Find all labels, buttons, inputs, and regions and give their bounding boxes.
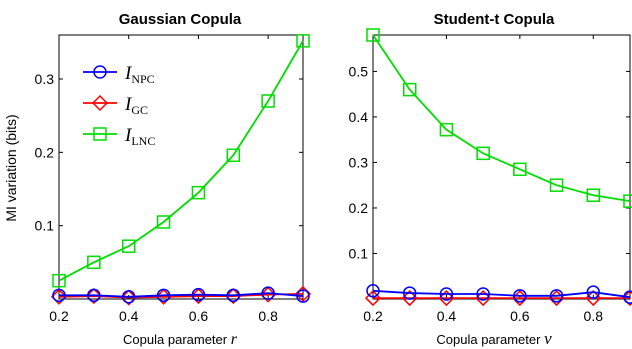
data-point-gc <box>364 290 382 307</box>
y-axis-label: MI variation (bits) <box>3 114 19 221</box>
x-axis-label: Copula parameter r <box>123 331 238 348</box>
data-point-lnc <box>476 146 490 161</box>
y-tick-label: 0.4 <box>349 109 369 125</box>
data-point-gc <box>260 286 277 303</box>
data-point-npc <box>121 290 136 304</box>
data-point-npc <box>52 288 66 303</box>
data-point-npc <box>549 289 564 303</box>
data-point-gc <box>475 290 492 307</box>
legend-label-lnc: ILNC <box>124 125 155 148</box>
legend-symbol: I <box>124 94 133 115</box>
x-axis-label-text: Copula parameter <box>436 332 544 347</box>
legend-subscript: GC <box>131 103 148 117</box>
y-tick-label: 0.5 <box>349 63 369 79</box>
data-point-lnc <box>623 194 632 208</box>
series-npc <box>366 284 632 304</box>
legend-marker-gc <box>91 94 109 112</box>
data-point-lnc <box>261 94 275 108</box>
x-tick-label: 0.8 <box>258 308 278 324</box>
x-tick-label: 0.6 <box>510 308 530 324</box>
data-point-npc <box>439 287 454 301</box>
data-point-lnc <box>402 82 417 97</box>
series-lnc <box>366 28 632 208</box>
data-point-lnc <box>296 34 310 48</box>
data-point-npc <box>226 288 241 303</box>
legend-marker-npc <box>93 65 107 79</box>
x-axis-label-symbol: r <box>231 331 238 348</box>
x-tick-label: 0.8 <box>584 308 604 324</box>
plot-area: 0.2 0.4 0.6 0.8 0.1 0.2 0.3 <box>35 34 312 324</box>
data-point-gc <box>438 290 455 307</box>
legend-subscript: LNC <box>131 134 155 148</box>
data-point-npc <box>366 284 380 298</box>
y-tick-label: 0.1 <box>349 245 369 261</box>
x-tick-label: 0.6 <box>189 308 209 324</box>
data-point-npc <box>87 288 101 303</box>
series-lnc <box>52 34 310 288</box>
legend-label-gc: IGC <box>124 94 148 117</box>
x-tick-label: 0.4 <box>437 308 457 324</box>
data-point-npc <box>586 285 601 299</box>
legend-subscript: NPC <box>131 72 154 86</box>
data-point-gc <box>85 288 102 305</box>
gaussian-copula-chart: Gaussian Copula MI variation (bits) Copu… <box>3 11 312 348</box>
data-point-npc <box>476 287 490 301</box>
data-point-lnc <box>156 215 171 229</box>
data-point-lnc <box>586 188 601 202</box>
axes-frame <box>372 34 631 300</box>
data-point-lnc <box>121 239 136 253</box>
data-point-lnc <box>513 162 527 177</box>
x-axis-label-symbol: ν <box>544 329 552 348</box>
data-point-npc <box>261 286 275 300</box>
x-tick-label: 0.4 <box>119 308 139 324</box>
x-axis-label-text: Copula parameter <box>123 332 231 347</box>
legend-marker-lnc <box>93 127 107 141</box>
y-tick-label: 0.2 <box>349 200 369 216</box>
y-tick-label: 0.1 <box>35 218 55 234</box>
data-point-gc <box>120 289 137 306</box>
data-point-lnc <box>52 273 66 288</box>
chart-title: Gaussian Copula <box>119 11 242 28</box>
axes-frame <box>58 34 304 300</box>
data-point-npc <box>623 290 632 304</box>
y-tick-label: 0.3 <box>349 154 369 170</box>
series-npc <box>52 286 310 304</box>
legend-symbol: I <box>124 125 133 146</box>
y-tick-label: 0.3 <box>35 71 55 87</box>
x-tick-label: 0.2 <box>49 308 69 324</box>
data-point-gc <box>190 288 207 305</box>
y-tick-label: 0.2 <box>35 144 55 160</box>
data-point-npc <box>156 288 171 303</box>
data-point-gc <box>225 288 242 305</box>
data-point-lnc <box>191 185 206 200</box>
data-point-npc <box>296 289 310 303</box>
data-point-lnc <box>226 148 241 163</box>
data-point-npc <box>402 286 417 300</box>
legend-label-npc: INPC <box>124 63 155 86</box>
legend-symbol: I <box>124 63 133 84</box>
student-t-copula-chart: Student-t Copula Copula parameter ν 0.2 0… <box>349 11 632 348</box>
data-point-lnc <box>366 28 380 42</box>
data-point-npc <box>191 287 206 302</box>
x-axis-label: Copula parameter ν <box>436 329 552 348</box>
data-point-lnc <box>87 255 101 270</box>
x-tick-label: 0.2 <box>363 308 383 324</box>
data-point-npc <box>513 289 527 303</box>
plot-area: 0.2 0.4 0.6 0.8 0.1 0.2 0.3 0.4 0.5 <box>349 28 632 324</box>
data-point-lnc <box>549 178 564 192</box>
data-point-lnc <box>439 122 454 137</box>
chart-title: Student-t Copula <box>434 11 555 28</box>
